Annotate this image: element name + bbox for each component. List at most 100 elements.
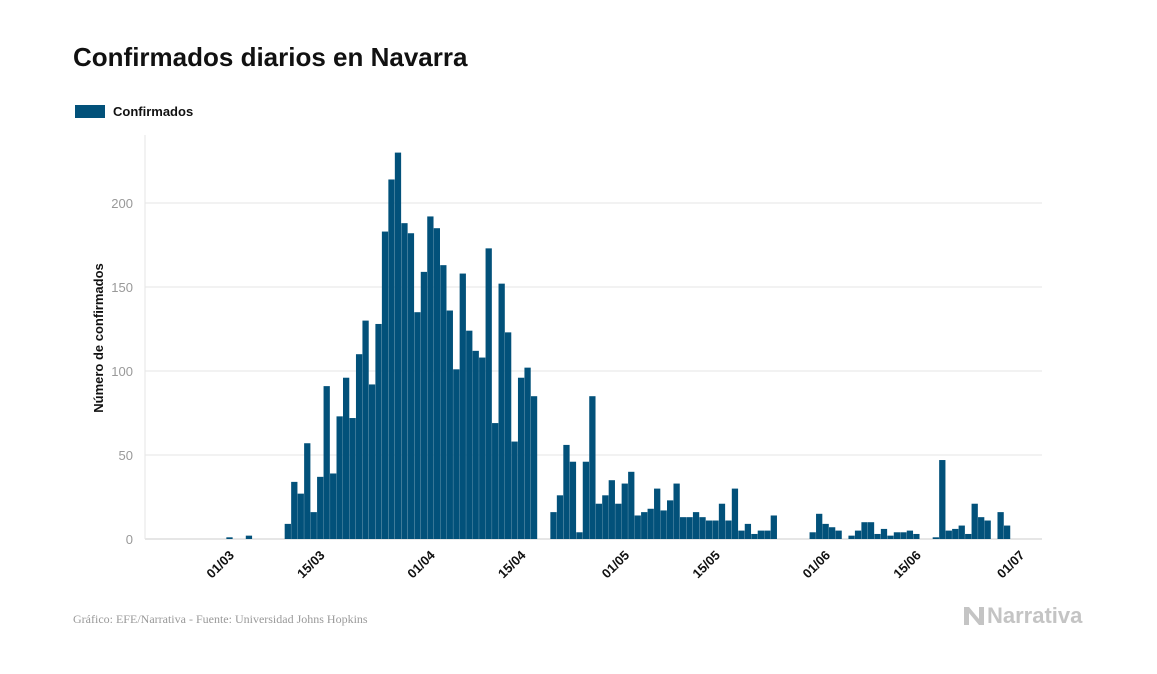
bar [660,510,667,539]
bar [472,350,479,539]
bar [498,283,505,539]
x-tick-label: 01/04 [404,547,438,581]
bar [440,265,447,539]
bar [511,441,518,539]
x-tick-label: 15/03 [294,548,328,582]
bar [615,503,622,539]
bar [867,522,875,539]
bar [628,471,635,539]
bar [284,523,291,539]
bar [692,512,700,539]
bar [641,512,648,539]
narrativa-logo: Narrativa [963,603,1082,629]
bar [453,369,460,539]
bar [848,535,855,539]
y-tick-label: 50 [119,448,133,463]
bar [764,530,771,539]
y-tick-label: 200 [111,196,133,211]
bar [835,530,842,539]
y-axis-label: Número de confirmados [91,263,106,413]
narrativa-n-icon [964,607,984,625]
bar [595,503,602,539]
bar [893,532,901,539]
x-tick-label: 15/04 [495,547,529,581]
legend: Confirmados [75,104,193,119]
bar [556,495,564,539]
bar [524,367,531,539]
bar [738,530,745,539]
bar [751,533,758,539]
bar [822,523,829,539]
bar [394,152,402,539]
bar [427,216,434,539]
y-tick-label: 100 [111,364,133,379]
bar [304,443,311,539]
logo-text: Narrativa [987,603,1083,628]
bar [375,323,382,539]
bar [906,530,914,539]
bar [816,513,823,539]
bar [887,535,894,539]
bar [829,527,836,539]
bar [433,228,440,539]
bar [323,386,330,539]
bar [517,377,525,539]
bar [984,520,991,539]
bar [563,444,570,539]
bar [349,418,356,539]
bar [576,532,583,539]
bar [854,530,862,539]
bar [420,271,428,539]
bar [297,493,304,539]
x-tick-label: 01/03 [203,548,237,582]
bar [530,396,538,539]
bar [900,532,907,539]
bar [336,416,343,539]
bar [492,423,499,539]
bar [770,515,777,539]
y-tick-label: 0 [126,532,133,547]
bar [861,522,868,539]
bar [621,483,628,539]
bar [978,517,985,539]
bar [997,512,1004,539]
bar [913,533,920,539]
bar [479,357,486,539]
bar [971,503,978,539]
bar [667,500,674,539]
bar [226,537,233,539]
bar [602,495,609,539]
y-tick-labels: 0 50 100 150 200 [111,196,133,547]
bar [958,525,965,539]
bar [505,332,512,539]
bar [550,512,557,539]
bar [712,520,719,539]
bar [388,179,395,540]
bar [965,533,972,539]
bar [939,460,946,539]
source-note: Gráfico: EFE/Narrativa - Fuente: Univers… [73,612,368,626]
bar [874,533,881,539]
legend-label: Confirmados [113,104,194,119]
bar [686,517,693,539]
bar [401,223,408,539]
bar [407,233,415,540]
x-tick-labels: 01/03 15/03 01/04 15/04 01/05 15/05 01/06 15/06… [203,547,1027,581]
bar [245,535,253,539]
bar [654,488,661,539]
bar [608,480,615,539]
bar [731,488,739,539]
bar [952,528,959,539]
bar [880,528,888,539]
bar [582,461,590,539]
bar [414,312,421,539]
bar [362,320,369,539]
bar [330,473,337,539]
bar [945,530,952,539]
bar [634,515,641,539]
bar [679,517,687,539]
bar [317,476,324,539]
bar [446,310,453,539]
y-tick-label: 150 [111,280,133,295]
